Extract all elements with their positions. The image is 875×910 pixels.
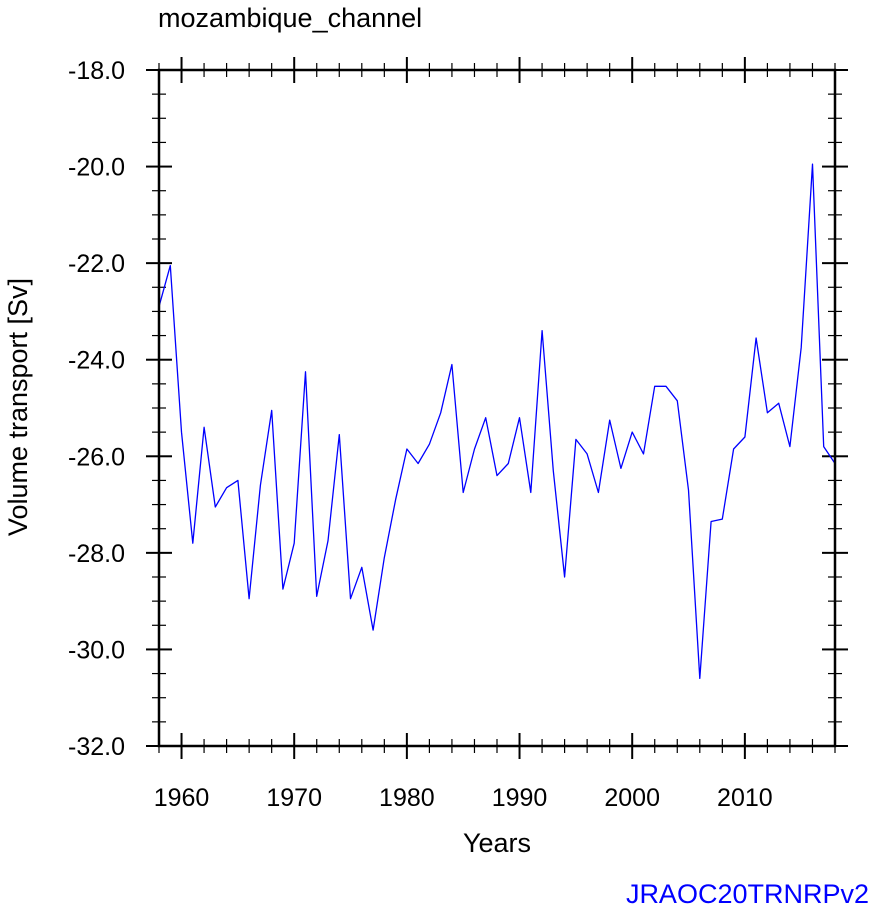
y-axis-label: Volume transport [Sv] (3, 278, 33, 536)
y-tick-label: -20.0 (68, 154, 125, 182)
x-tick-label: 2010 (717, 784, 773, 812)
y-tick-label: -28.0 (68, 540, 125, 568)
credit-label: JRAOC20TRNRPv2 (626, 879, 869, 909)
x-tick-labels: 1960 1970 1980 1990 2000 2010 (154, 784, 773, 812)
series-line (158, 163, 836, 680)
major-ticks (146, 57, 848, 759)
y-tick-label: -30.0 (68, 636, 125, 664)
plot-frame (157, 68, 837, 748)
y-tick-label: -26.0 (68, 443, 125, 471)
x-tick-label: 1960 (154, 784, 210, 812)
y-tick-labels: -32.0 -30.0 -28.0 -26.0 -24.0 -22.0 -20.0 -18.0 (68, 57, 125, 761)
x-tick-label: 1990 (492, 784, 548, 812)
y-tick-label: -22.0 (68, 250, 125, 278)
y-tick-label: -24.0 (68, 347, 125, 375)
x-tick-label: 1980 (379, 784, 435, 812)
minor-ticks (152, 63, 842, 753)
y-tick-label: -18.0 (68, 57, 125, 85)
chart-title: mozambique_channel (158, 3, 422, 33)
x-tick-label: 1970 (266, 784, 322, 812)
x-tick-label: 2000 (604, 784, 660, 812)
y-tick-label: -32.0 (68, 733, 125, 761)
x-axis-label: Years (463, 828, 531, 858)
